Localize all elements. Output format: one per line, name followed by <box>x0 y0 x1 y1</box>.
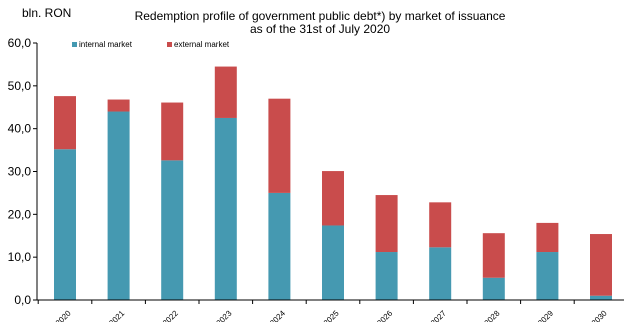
bar-internal-2023 <box>214 117 237 300</box>
chart-title-line1: Redemption profile of government public … <box>134 9 506 23</box>
bar-external-2023 <box>214 66 237 118</box>
x-tick-label-2028: 2028 <box>483 308 502 322</box>
bar-external-2030 <box>590 234 612 296</box>
bar-internal-2027 <box>429 247 452 300</box>
bar-internal-2025 <box>322 225 344 300</box>
bar-external-2022 <box>161 102 184 161</box>
bar-internal-2029 <box>536 252 559 300</box>
bar-external-2026 <box>375 195 398 253</box>
chart-title-line2: as of the 31st of July 2020 <box>249 22 391 36</box>
bar-external-2029 <box>536 222 559 253</box>
x-tick-label-2024: 2024 <box>268 308 287 322</box>
bar-internal-2022 <box>161 160 184 300</box>
x-tick-label-2029: 2029 <box>536 308 555 322</box>
bar-internal-2030 <box>590 295 612 300</box>
bar-internal-2026 <box>375 252 398 300</box>
bar-external-2027 <box>429 202 452 248</box>
legend-item-internal: internal market <box>72 40 132 49</box>
y-tick-label-3: 30,0 <box>8 165 32 179</box>
x-tick-label-2027: 2027 <box>429 308 448 322</box>
y-tick-label-2: 20,0 <box>8 207 32 221</box>
legend-swatch-internal <box>72 42 77 47</box>
bar-external-2025 <box>322 171 344 226</box>
bar-external-2021 <box>107 99 130 112</box>
x-tick-label-2021: 2021 <box>107 308 126 322</box>
bar-external-2028 <box>482 233 505 278</box>
bar-internal-2021 <box>107 111 130 301</box>
y-tick-label-0: 0,0 <box>14 293 31 307</box>
chart-title: Redemption profile of government public … <box>110 10 530 36</box>
bar-external-2020 <box>54 96 76 150</box>
bar-internal-2024 <box>268 192 291 300</box>
y-tick-label-5: 50,0 <box>8 79 32 93</box>
x-tick-label-2020: 2020 <box>54 308 73 322</box>
legend-label-internal: internal market <box>79 40 132 49</box>
bar-external-2024 <box>268 98 291 193</box>
legend-swatch-external <box>167 42 172 47</box>
bar-internal-2028 <box>482 277 505 300</box>
x-tick-label-2022: 2022 <box>161 308 180 322</box>
x-tick-label-2025: 2025 <box>322 308 341 322</box>
bar-internal-2020 <box>54 149 76 300</box>
x-tick-label-2026: 2026 <box>375 308 394 322</box>
y-tick-label-1: 10,0 <box>8 250 32 264</box>
y-tick-label-6: 60,0 <box>8 36 32 50</box>
x-tick-label-2030: 2030 <box>590 308 609 322</box>
x-tick-label-2023: 2023 <box>215 308 234 322</box>
y-tick-label-4: 40,0 <box>8 122 32 136</box>
legend-label-external: external market <box>174 40 230 49</box>
unit-label: bln. RON <box>22 6 72 20</box>
legend-item-external: external market <box>167 40 229 49</box>
